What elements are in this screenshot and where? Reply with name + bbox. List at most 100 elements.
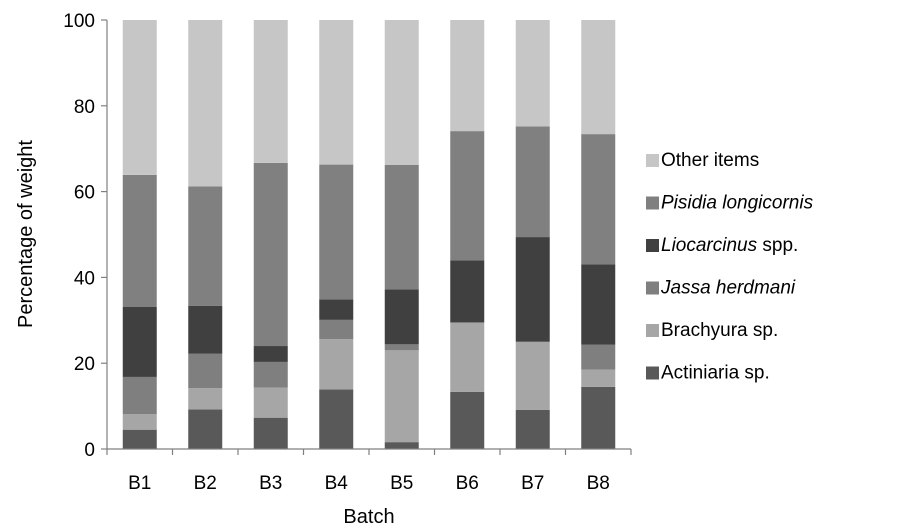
bar-segment xyxy=(188,20,223,187)
bar-stack xyxy=(384,20,419,449)
bar-segment xyxy=(122,20,157,175)
bar-segment xyxy=(581,344,616,370)
bar-stack xyxy=(581,20,616,449)
bar-segment xyxy=(515,237,550,342)
bar-segment xyxy=(581,20,616,135)
bar-segment xyxy=(319,20,354,165)
legend-item: Other items xyxy=(646,150,759,171)
x-tick-label: B1 xyxy=(128,473,151,494)
bar-segment xyxy=(188,305,223,354)
bar-segment xyxy=(253,20,288,163)
bar-segment xyxy=(188,409,223,449)
legend-swatch xyxy=(646,366,659,380)
bar-segment xyxy=(122,376,157,415)
legend-swatch xyxy=(646,196,659,210)
bar-segment xyxy=(450,20,485,132)
bar-segment xyxy=(581,369,616,387)
bar-segment xyxy=(319,389,354,449)
y-tick-label: 0 xyxy=(84,440,95,461)
bar-segment xyxy=(384,442,419,449)
bar-segment xyxy=(450,131,485,261)
y-tick-label: 80 xyxy=(74,97,95,118)
y-tick-label: 20 xyxy=(74,354,95,375)
bar-groups xyxy=(122,20,616,449)
x-axis-title: Batch xyxy=(343,506,394,528)
legend-item: Jassa herdmani xyxy=(646,278,796,299)
bar-segment xyxy=(253,346,288,362)
legend-label-italic: Jassa herdmani xyxy=(660,278,796,299)
bar-segment xyxy=(319,319,354,340)
bar-segment xyxy=(515,409,550,449)
bar-stack xyxy=(188,20,223,449)
y-axis-ticks: 0 20 40 60 80 100 xyxy=(63,11,107,461)
bar-segment xyxy=(122,414,157,430)
legend-label: Actiniaria sp. xyxy=(661,363,770,384)
bar-segment xyxy=(384,165,419,290)
legend-item: Actiniaria sp. xyxy=(646,363,770,384)
legend-label-text: spp. xyxy=(757,235,798,256)
x-tick-label: B6 xyxy=(456,473,479,494)
bar-stack xyxy=(253,20,288,449)
legend-label: Other items xyxy=(661,150,759,171)
legend-swatch xyxy=(646,281,659,295)
legend-label: Liocarcinus spp. xyxy=(661,235,798,256)
legend-item: Brachyura sp. xyxy=(646,320,778,341)
bar-segment xyxy=(319,164,354,300)
bar-segment xyxy=(450,322,485,392)
bar-segment xyxy=(581,134,616,265)
x-tick-label: B4 xyxy=(325,473,349,494)
legend-swatch xyxy=(646,324,659,337)
bar-segment xyxy=(188,186,223,306)
legend-swatch xyxy=(646,154,659,167)
x-tick-label: B3 xyxy=(259,473,282,494)
y-tick-label: 100 xyxy=(63,11,95,32)
bar-segment xyxy=(384,344,419,351)
bar-segment xyxy=(253,417,288,449)
bar-segment xyxy=(581,386,616,449)
bar-segment xyxy=(319,299,354,320)
x-tick-label: B5 xyxy=(390,473,413,494)
x-tick-label: B8 xyxy=(587,473,610,494)
bar-segment xyxy=(253,387,288,418)
bar-segment xyxy=(515,20,550,127)
legend-label-italic: Liocarcinus xyxy=(661,235,758,256)
bar-segment xyxy=(515,341,550,410)
bar-segment xyxy=(122,307,157,377)
legend-label-text: Brachyura sp. xyxy=(661,320,778,341)
legend-item: Pisidia longicornis xyxy=(646,193,814,214)
bar-stack xyxy=(515,20,550,449)
legend-label-text: Actiniaria sp. xyxy=(661,363,770,384)
bar-stack xyxy=(319,20,354,449)
y-tick-label: 60 xyxy=(74,183,95,204)
bar-segment xyxy=(122,174,157,308)
bar-segment xyxy=(253,162,288,347)
bar-segment xyxy=(384,20,419,166)
y-tick-label: 40 xyxy=(74,268,95,289)
legend-label: Pisidia longicornis xyxy=(661,193,814,214)
bar-segment xyxy=(384,289,419,345)
bar-stack xyxy=(122,20,157,449)
legend-swatch xyxy=(646,239,659,252)
x-tick-label: B7 xyxy=(521,473,544,494)
plot-area: 0 20 40 60 80 100 B1 B2 B3 B4 B5 B6 B7 B8 xyxy=(63,11,632,494)
legend-label: Jassa herdmani xyxy=(660,278,796,299)
legend-item: Liocarcinus spp. xyxy=(646,235,798,256)
bar-segment xyxy=(319,339,354,390)
bar-segment xyxy=(188,388,223,410)
bar-segment xyxy=(515,126,550,238)
x-axis-ticks: B1 B2 B3 B4 B5 B6 B7 B8 xyxy=(106,449,632,494)
x-tick-label: B2 xyxy=(194,473,217,494)
bar-segment xyxy=(122,429,157,449)
bar-stack xyxy=(450,20,485,449)
legend: Other items Pisidia longicornis Liocarcinu… xyxy=(646,150,814,384)
legend-label: Brachyura sp. xyxy=(661,320,778,341)
bar-segment xyxy=(581,264,616,345)
bar-segment xyxy=(450,391,485,449)
bar-segment xyxy=(450,260,485,323)
bar-segment xyxy=(384,350,419,443)
bar-segment xyxy=(188,353,223,389)
legend-label-text: Other items xyxy=(661,150,759,171)
legend-label-italic: Pisidia longicornis xyxy=(661,193,814,214)
bar-segment xyxy=(253,361,288,388)
